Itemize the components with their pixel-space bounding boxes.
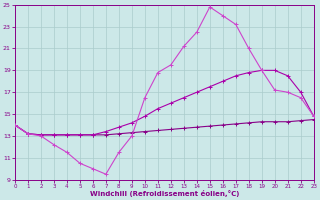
X-axis label: Windchill (Refroidissement éolien,°C): Windchill (Refroidissement éolien,°C) <box>90 190 239 197</box>
